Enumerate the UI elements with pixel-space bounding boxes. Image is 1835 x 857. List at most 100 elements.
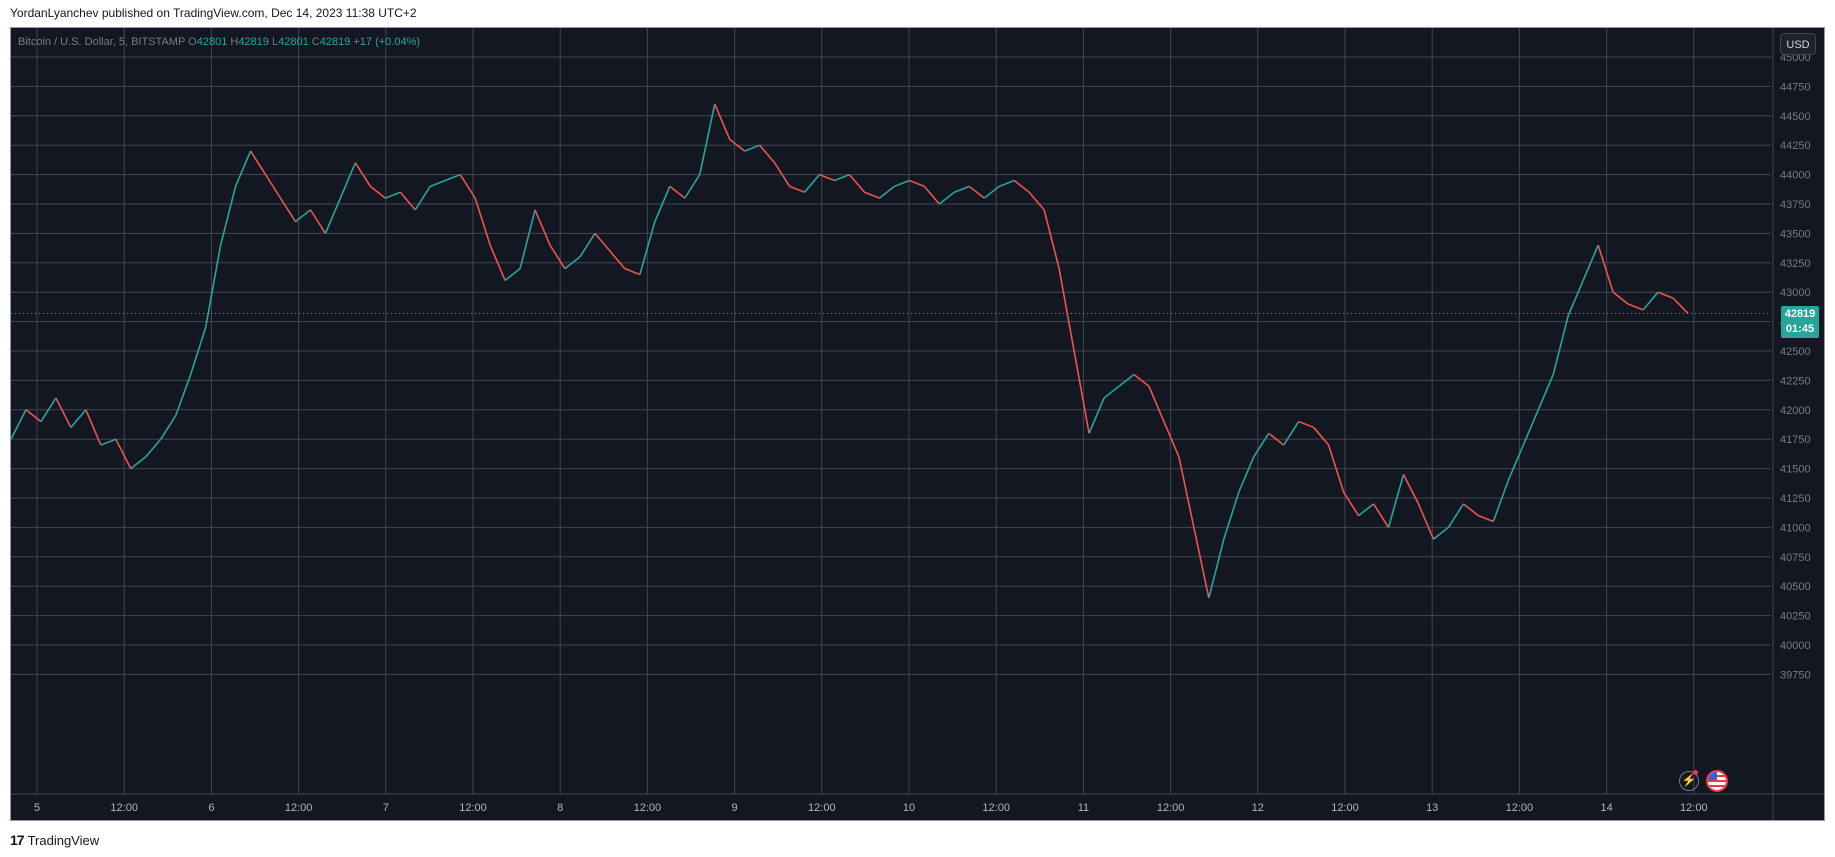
price-segment [489, 244, 506, 281]
price-segment [1627, 303, 1644, 311]
price-segment [1298, 420, 1314, 429]
y-tick-label: 44500 [1780, 111, 1811, 123]
y-tick-label: 44250 [1780, 140, 1811, 152]
y-tick-label: 39750 [1780, 669, 1811, 681]
price-segment [848, 174, 866, 193]
low-label: L [271, 36, 279, 48]
x-tick-label: 7 [383, 802, 389, 814]
price-segment [1507, 444, 1525, 481]
price-segment [759, 144, 776, 164]
price-segment [909, 179, 925, 188]
x-tick-label: 6 [208, 802, 214, 814]
price-segment [10, 409, 27, 440]
x-tick-label: 12:00 [1331, 802, 1359, 814]
price-segment [1103, 385, 1120, 399]
flash-icon[interactable]: ⚡ [1679, 771, 1699, 791]
last-price-tag: 42819 01:45 [1781, 306, 1819, 339]
price-segment [369, 185, 386, 199]
x-tick-label: 12:00 [634, 802, 662, 814]
price-segment [1387, 474, 1405, 528]
x-tick-label: 12:00 [982, 802, 1010, 814]
x-tick-label: 12:00 [110, 802, 138, 814]
y-tick-label: 43750 [1780, 199, 1811, 211]
y-tick-label: 41000 [1780, 522, 1811, 534]
price-segment [309, 209, 327, 234]
price-segment [279, 197, 297, 223]
price-segment [1402, 474, 1420, 505]
price-segment [160, 415, 177, 440]
footer-logo[interactable]: 17 TradingView [10, 832, 99, 848]
price-segment [1283, 421, 1300, 446]
price-segment [549, 244, 566, 270]
y-tick-label: 44750 [1780, 81, 1811, 93]
price-segment [983, 185, 1000, 199]
y-tick-label: 43500 [1780, 228, 1811, 240]
price-segment [1358, 503, 1375, 517]
price-segment [100, 438, 117, 446]
price-segment [324, 197, 342, 234]
ohlc-legend: Bitcoin / U.S. Dollar, 5, BITSTAMP O4280… [18, 36, 420, 48]
price-segment [219, 186, 237, 246]
publish-line: YordanLyanchev published on TradingView.… [10, 6, 417, 20]
price-segment [714, 103, 731, 140]
price-segment [1253, 432, 1270, 458]
price-segment [654, 186, 671, 222]
price-segment [1462, 503, 1479, 517]
price-segment [414, 185, 431, 211]
price-segment [1268, 432, 1285, 446]
price-segment [399, 191, 416, 211]
price-segment [744, 144, 760, 152]
price-segment [1597, 244, 1614, 293]
price-segment [1043, 209, 1060, 269]
price-segment [773, 162, 791, 187]
notification-dot [1693, 770, 1698, 775]
x-tick-label: 9 [732, 802, 738, 814]
price-segment [474, 197, 491, 246]
price-series [10, 103, 1689, 599]
price-segment [1417, 503, 1435, 540]
currency-button[interactable]: USD [1780, 33, 1816, 55]
x-tick-label: 13 [1426, 802, 1438, 814]
price-segment [878, 185, 895, 199]
y-tick-label: 41500 [1780, 464, 1811, 476]
price-segment [1073, 350, 1090, 434]
price-segment [1567, 280, 1584, 317]
open-value: 42801 [196, 36, 228, 48]
price-segment [564, 256, 581, 270]
price-segment [1432, 526, 1449, 540]
price-segment [429, 179, 446, 188]
x-tick-label: 5 [34, 802, 40, 814]
price-segment [1492, 480, 1510, 522]
price-segment [1163, 421, 1180, 458]
price-segment [174, 374, 192, 416]
price-segment [1612, 291, 1629, 305]
us-flag-icon[interactable] [1706, 770, 1728, 792]
y-tick-label: 45000 [1780, 52, 1811, 64]
high-value: 42819 [238, 36, 269, 48]
price-segment [204, 245, 222, 328]
y-tick-label: 40750 [1780, 552, 1811, 564]
price-segment [1582, 244, 1599, 281]
price-segment [1313, 426, 1330, 446]
price-segment [684, 174, 701, 199]
price-segment [1642, 291, 1659, 311]
price-segment [834, 173, 850, 182]
price-segment [339, 162, 357, 199]
price-segment [459, 174, 476, 199]
price-segment [803, 174, 821, 193]
high-label: H [230, 36, 239, 48]
price-segment [639, 221, 656, 275]
price-segment [70, 409, 87, 428]
price-segment [385, 191, 401, 199]
price-segment [534, 209, 551, 246]
price-segment [130, 456, 147, 470]
chart-frame[interactable] [10, 27, 1825, 821]
price-segment [1478, 514, 1494, 523]
open-label: O [188, 36, 197, 48]
close-value: 42819 [319, 36, 351, 48]
price-segment [444, 173, 461, 182]
price-segment [579, 232, 596, 258]
price-segment [1118, 373, 1135, 387]
price-segment [1372, 503, 1390, 528]
